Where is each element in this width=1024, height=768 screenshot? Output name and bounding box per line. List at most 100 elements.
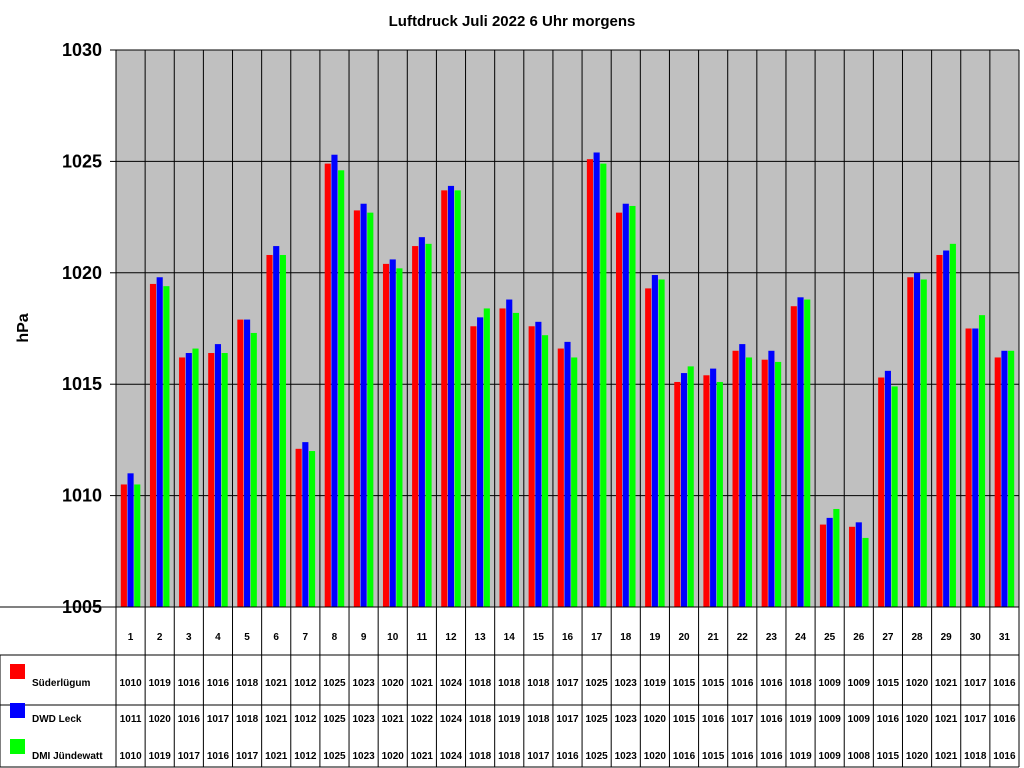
table-cell-value: 1016 bbox=[178, 714, 201, 725]
table-cell-value: 1025 bbox=[323, 751, 346, 762]
table-cell-value: 1023 bbox=[615, 678, 638, 689]
bar bbox=[528, 326, 535, 607]
bar bbox=[949, 243, 956, 607]
table-cell-value: 1020 bbox=[906, 714, 929, 725]
x-tick-label: 6 bbox=[273, 632, 279, 643]
table-cell-value: 1020 bbox=[149, 714, 172, 725]
bar bbox=[849, 526, 856, 607]
chart-title: Luftdruck Juli 2022 6 Uhr morgens bbox=[389, 13, 636, 30]
x-tick-label: 7 bbox=[303, 632, 309, 643]
table-cell-value: 1016 bbox=[993, 678, 1016, 689]
table-cell-value: 1020 bbox=[906, 678, 929, 689]
bar bbox=[360, 203, 367, 607]
table-cell-value: 1019 bbox=[789, 714, 812, 725]
y-tick-label: 1025 bbox=[62, 151, 102, 171]
bar bbox=[324, 163, 331, 608]
table-cell-value: 1021 bbox=[411, 751, 434, 762]
table-cell-value: 1015 bbox=[702, 678, 725, 689]
table-cell-value: 1019 bbox=[149, 751, 172, 762]
table-cell-value: 1023 bbox=[352, 678, 375, 689]
table-cell-value: 1017 bbox=[964, 678, 987, 689]
bar bbox=[994, 357, 1001, 607]
bar bbox=[483, 308, 490, 607]
bar bbox=[687, 366, 694, 607]
bar bbox=[512, 312, 520, 607]
y-axis-label: hPa bbox=[15, 313, 32, 342]
table-cell-value: 1018 bbox=[964, 751, 987, 762]
bar bbox=[775, 361, 782, 607]
table-cell-value: 1010 bbox=[119, 678, 142, 689]
legend-label: Süderlügum bbox=[32, 678, 90, 689]
bar bbox=[732, 350, 739, 607]
table-cell-value: 1021 bbox=[265, 714, 288, 725]
legend-key bbox=[10, 664, 25, 679]
table-cell-value: 1024 bbox=[440, 714, 463, 725]
table-cell-value: 1022 bbox=[411, 714, 434, 725]
table-cell-value: 1016 bbox=[877, 714, 900, 725]
bar bbox=[936, 254, 943, 607]
table-cell-value: 1017 bbox=[527, 751, 550, 762]
bar bbox=[179, 357, 186, 607]
table-cell-value: 1016 bbox=[760, 751, 783, 762]
table-cell-value: 1016 bbox=[760, 678, 783, 689]
legend-key bbox=[10, 703, 25, 718]
bar bbox=[185, 353, 192, 607]
bar bbox=[891, 386, 898, 607]
bar bbox=[266, 254, 273, 607]
bar bbox=[804, 299, 811, 607]
bar bbox=[761, 359, 768, 607]
bar bbox=[214, 344, 222, 607]
bar bbox=[600, 163, 607, 608]
table-cell-value: 1012 bbox=[294, 714, 317, 725]
bar bbox=[120, 484, 127, 607]
table-cell-value: 1021 bbox=[382, 714, 405, 725]
x-tick-label: 21 bbox=[708, 632, 720, 643]
table-cell-value: 1025 bbox=[323, 714, 346, 725]
bar bbox=[790, 306, 797, 607]
bar bbox=[593, 152, 600, 607]
bar bbox=[629, 205, 636, 607]
x-tick-label: 24 bbox=[795, 632, 807, 643]
bar bbox=[855, 522, 862, 607]
bar bbox=[221, 353, 228, 607]
bar bbox=[127, 473, 134, 607]
bar bbox=[745, 357, 753, 607]
table-cell-value: 1016 bbox=[673, 751, 696, 762]
table-cell-value: 1021 bbox=[411, 678, 434, 689]
x-tick-label: 23 bbox=[766, 632, 778, 643]
bar bbox=[1008, 350, 1015, 607]
x-tick-label: 27 bbox=[882, 632, 894, 643]
table-cell-value: 1015 bbox=[702, 751, 725, 762]
x-tick-label: 4 bbox=[215, 632, 221, 643]
table-cell-value: 1009 bbox=[848, 714, 871, 725]
table-cell-value: 1025 bbox=[323, 678, 346, 689]
table-cell-value: 1015 bbox=[673, 714, 696, 725]
bar bbox=[477, 317, 484, 607]
table-cell-value: 1018 bbox=[789, 678, 812, 689]
table-cell-value: 1015 bbox=[673, 678, 696, 689]
bar bbox=[819, 524, 827, 607]
x-tick-label: 10 bbox=[387, 632, 399, 643]
bar bbox=[149, 283, 157, 607]
table-cell-value: 1015 bbox=[877, 678, 900, 689]
table-cell-value: 1018 bbox=[527, 678, 550, 689]
bar bbox=[907, 277, 914, 607]
bar bbox=[571, 357, 578, 607]
bar bbox=[978, 315, 986, 607]
x-tick-label: 30 bbox=[970, 632, 982, 643]
x-tick-label: 14 bbox=[504, 632, 516, 643]
table-cell-value: 1016 bbox=[993, 751, 1016, 762]
bar bbox=[447, 185, 455, 607]
y-tick-label: 1020 bbox=[62, 263, 102, 283]
table-cell-value: 1021 bbox=[935, 714, 958, 725]
bar bbox=[506, 299, 513, 607]
bar bbox=[680, 373, 688, 607]
bar bbox=[1001, 350, 1008, 607]
table-cell-value: 1018 bbox=[469, 714, 492, 725]
table-cell-value: 1020 bbox=[382, 678, 405, 689]
table-cell-value: 1010 bbox=[119, 751, 142, 762]
x-tick-label: 2 bbox=[157, 632, 163, 643]
table-cell-value: 1016 bbox=[207, 678, 230, 689]
